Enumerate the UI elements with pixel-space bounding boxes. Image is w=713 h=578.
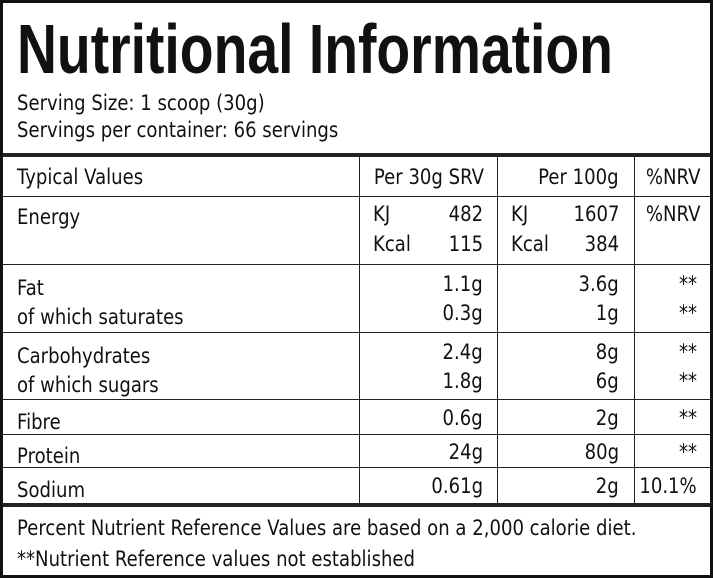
value: 2.4g	[442, 340, 483, 364]
footer-note: Percent Nutrient Reference Values are ba…	[17, 516, 637, 540]
value: 384	[584, 232, 619, 256]
value: 1607	[573, 202, 619, 226]
value: 1.8g	[442, 369, 483, 393]
nrv: 10.1%	[639, 473, 697, 498]
unit: Kcal	[511, 232, 549, 256]
column-line	[634, 155, 635, 504]
divider	[3, 503, 710, 507]
row-label: Fibre	[17, 409, 61, 434]
serving-size: Serving Size: 1 scoop (30g)	[17, 91, 265, 115]
value: 115	[448, 232, 483, 256]
footnote: **Nutrient Reference values not establis…	[17, 547, 416, 571]
nrv: **	[678, 369, 697, 393]
row-label: Sodium	[17, 477, 86, 502]
nrv: **	[678, 340, 697, 364]
value: 0.61g	[431, 473, 483, 498]
row-line	[3, 434, 710, 435]
value: 0.6g	[442, 405, 483, 430]
row-line	[3, 399, 710, 400]
row-line	[3, 264, 710, 265]
unit: KJ	[373, 202, 391, 226]
unit: KJ	[511, 202, 529, 226]
column-line	[497, 155, 498, 504]
unit: Kcal	[373, 232, 411, 256]
row-line	[3, 467, 710, 468]
value: 2g	[596, 405, 619, 430]
value: 1.1g	[442, 272, 483, 296]
value: 80g	[584, 439, 619, 464]
servings-per-container: Servings per container: 66 servings	[17, 118, 339, 142]
row-label: of which sugars	[17, 373, 159, 397]
row-label: of which saturates	[17, 305, 184, 329]
nrv: **	[678, 439, 697, 464]
nrv: **	[678, 272, 697, 296]
value: 3.6g	[578, 272, 619, 296]
divider	[3, 153, 710, 157]
row-line	[3, 196, 710, 197]
row-label: Energy	[17, 205, 81, 229]
nrv: **	[678, 301, 697, 325]
value: 24g	[448, 439, 483, 464]
title: Nutritional Information	[17, 10, 613, 88]
value: 0.3g	[442, 301, 483, 325]
column-header: Typical Values	[17, 165, 144, 189]
column-header: %NRV	[645, 165, 700, 189]
row-label: Carbohydrates	[17, 344, 151, 368]
value: 2g	[596, 473, 619, 498]
value: 8g	[596, 340, 619, 364]
column-header: Per 30g SRV	[373, 165, 484, 189]
value: 482	[448, 202, 483, 226]
nrv: %NRV	[645, 202, 700, 226]
column-header: Per 100g	[538, 165, 619, 189]
column-line	[359, 155, 360, 504]
value: 1g	[596, 301, 619, 325]
nrv: **	[678, 405, 697, 430]
row-label: Fat	[17, 276, 44, 300]
value: 6g	[596, 369, 619, 393]
row-label: Protein	[17, 443, 81, 468]
row-line	[3, 332, 710, 333]
